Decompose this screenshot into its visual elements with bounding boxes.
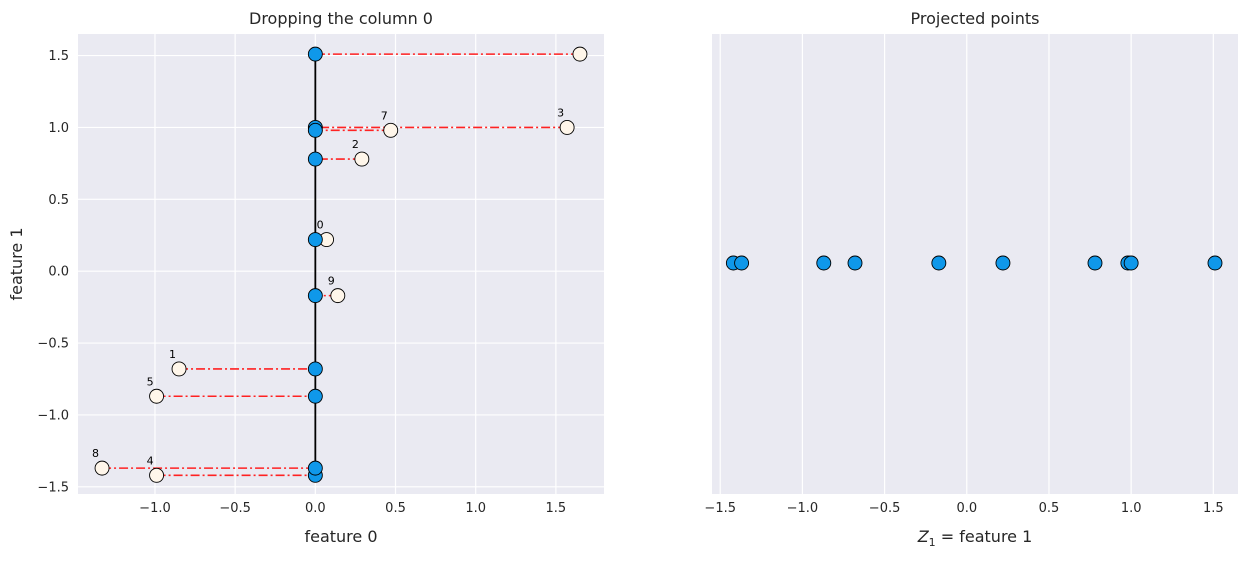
left-chart-title: Dropping the column 0: [249, 9, 433, 28]
projected-value-point: [1087, 255, 1103, 271]
right-x-tick-label: 0.0: [956, 501, 977, 516]
right-points: [725, 255, 1223, 271]
projected-value-point: [1123, 255, 1139, 271]
projected-point: [307, 151, 323, 167]
projected-value-point: [734, 255, 750, 271]
left-y-tick-label: 1.5: [48, 49, 69, 64]
right-x-axis-label-subscript: 1: [929, 536, 936, 549]
left-x-tick-label: 0.0: [305, 501, 326, 516]
original-point: [354, 151, 370, 167]
left-y-tick-label: 1.0: [48, 121, 69, 136]
point-label: 3: [557, 106, 564, 119]
left-plot-area: [78, 34, 604, 494]
original-point: [559, 119, 575, 135]
projected-point: [307, 232, 323, 248]
original-point: [330, 288, 346, 304]
right-x-axis-label: Z1 = feature 1: [917, 527, 1033, 549]
right-x-tick-label: 0.5: [1039, 501, 1060, 516]
left-tick-labels: −1.0 −0.5 0.0 0.5 1.0 1.5 −1.5 −1.0 −0.5 0.0 0.5 1.…: [37, 49, 566, 516]
left-x-axis-label: feature 0: [304, 527, 377, 546]
point-label: 8: [92, 447, 99, 460]
right-tick-labels: −1.5 −1.0 −0.5 0.0 0.5 1.0 1.5: [704, 501, 1223, 516]
original-point: [149, 388, 165, 404]
right-x-tick-label: −0.5: [869, 501, 901, 516]
projected-point: [307, 122, 323, 138]
projected-point: [307, 288, 323, 304]
point-label: 1: [169, 348, 176, 361]
projected-value-point: [816, 255, 832, 271]
left-x-tick-label: 0.5: [385, 501, 406, 516]
left-y-tick-label: −1.0: [37, 408, 69, 423]
left-y-tick-label: −0.5: [37, 337, 69, 352]
original-point: [572, 46, 588, 62]
left-x-tick-label: 1.5: [546, 501, 567, 516]
right-x-tick-label: 1.5: [1203, 501, 1224, 516]
right-x-axis-label-text: = feature 1: [936, 527, 1033, 546]
right-x-tick-label: −1.5: [704, 501, 736, 516]
left-y-tick-label: 0.5: [48, 193, 69, 208]
point-label: 2: [352, 138, 359, 151]
point-label: 7: [381, 109, 388, 122]
original-point: [149, 467, 165, 483]
original-point: [383, 122, 399, 138]
projected-point: [307, 361, 323, 377]
right-chart-title: Projected points: [911, 9, 1040, 28]
projected-value-point: [931, 255, 947, 271]
right-panel: −1.5 −1.0 −0.5 0.0 0.5 1.0 1.5 Projected point…: [704, 9, 1238, 549]
left-panel: 0 1 2 3 4 5 7 8 9 −1.0 −0.5 0.0 0.5 1.0 1.5 −1.5 −1.0 −0…: [7, 9, 604, 546]
left-y-axis-label: feature 1: [7, 227, 26, 300]
right-x-axis-label-symbol: Z: [917, 527, 930, 546]
projected-value-point: [995, 255, 1011, 271]
original-point: [94, 460, 110, 476]
right-x-tick-label: −1.0: [787, 501, 819, 516]
right-plot-area: [712, 34, 1238, 494]
left-x-tick-label: −0.5: [219, 501, 251, 516]
projected-point: [307, 388, 323, 404]
projected-value-point: [847, 255, 863, 271]
point-label: 9: [328, 275, 335, 288]
original-point: [171, 361, 187, 377]
right-x-tick-label: 1.0: [1121, 501, 1142, 516]
point-label: 0: [317, 219, 324, 232]
left-y-tick-label: −1.5: [37, 480, 69, 495]
point-label: 4: [147, 454, 154, 467]
left-x-tick-label: −1.0: [139, 501, 171, 516]
left-points: 0 1 2 3 4 5 7 8 9: [92, 46, 588, 483]
left-y-tick-label: 0.0: [48, 265, 69, 280]
projected-value-point: [1207, 255, 1223, 271]
projected-point: [307, 46, 323, 62]
left-x-tick-label: 1.0: [465, 501, 486, 516]
point-label: 5: [147, 375, 154, 388]
projected-point: [307, 460, 323, 476]
